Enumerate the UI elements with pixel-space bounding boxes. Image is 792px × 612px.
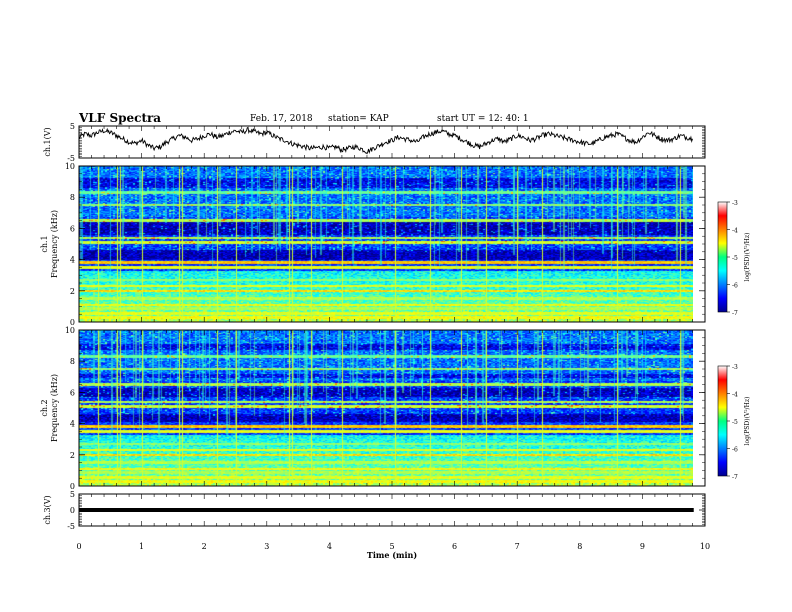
y-tick-label: 5 bbox=[70, 490, 75, 499]
y-tick-label: 2 bbox=[70, 451, 75, 460]
y-tick-label: 8 bbox=[70, 193, 75, 202]
x-tick-label: 9 bbox=[640, 542, 645, 551]
colorbar-tick-label: -4 bbox=[732, 228, 738, 235]
colorbar-gradient bbox=[717, 201, 728, 313]
x-tick-label: 6 bbox=[452, 542, 457, 551]
x-tick-label: 8 bbox=[577, 542, 582, 551]
figure-station: station= KAP bbox=[328, 114, 389, 124]
y-tick-label: 6 bbox=[70, 224, 75, 233]
panel-ch1-spectrogram: 0 2 4 6 8 10 ch.1 Frequency (kHz) bbox=[40, 162, 706, 327]
colorbar-tick-label: -5 bbox=[732, 255, 738, 262]
colorbar-tick-label: -6 bbox=[732, 283, 738, 290]
y-axis-label: ch.1 bbox=[40, 235, 49, 252]
colorbar-tick-label: -3 bbox=[732, 364, 738, 371]
x-tick-label: 4 bbox=[327, 542, 332, 551]
y-axis-label: ch.1(V) bbox=[43, 127, 52, 156]
y-axis-label-2: Frequency (kHz) bbox=[50, 374, 59, 442]
x-axis: 0 1 2 3 4 5 6 7 8 9 10 Time (min) bbox=[76, 542, 710, 560]
figure-title: VLF Spectra bbox=[79, 111, 162, 125]
y-axis-label-2: Frequency (kHz) bbox=[50, 210, 59, 278]
figure-start-time: start UT = 12: 40: 1 bbox=[437, 114, 529, 124]
colorbar-tick-label: -3 bbox=[732, 200, 738, 207]
y-tick-label: 5 bbox=[70, 122, 75, 131]
x-tick-label: 10 bbox=[700, 542, 710, 551]
colorbar-tick-label: -6 bbox=[732, 447, 738, 454]
figure-date: Feb. 17, 2018 bbox=[250, 114, 313, 124]
panel-ch1-waveform: 5 -5 ch.1(V) bbox=[43, 122, 706, 163]
x-tick-label: 5 bbox=[389, 542, 394, 551]
x-tick-label: 1 bbox=[139, 542, 144, 551]
panel-ch2-spectrogram: 0 2 4 6 8 10 ch.2 Frequency (kHz) bbox=[40, 326, 706, 491]
y-tick-label: -5 bbox=[67, 154, 75, 163]
y-tick-label: 8 bbox=[70, 357, 75, 366]
x-tick-label: 7 bbox=[515, 542, 520, 551]
x-tick-label: 2 bbox=[202, 542, 207, 551]
spectrogram-ch1-spectrogram bbox=[79, 166, 693, 322]
y-tick-label: 0 bbox=[70, 506, 75, 515]
y-tick-label: 10 bbox=[65, 162, 75, 171]
x-axis-label: Time (min) bbox=[367, 550, 417, 560]
y-tick-label: 10 bbox=[65, 326, 75, 335]
y-tick-label: 0 bbox=[70, 482, 75, 491]
y-tick-label: 4 bbox=[70, 420, 75, 429]
colorbar-ch1-spectrogram: -3 -4 -5 -6 -7 log(PSD)(V²/Hz) bbox=[717, 200, 751, 317]
x-tick-label: 0 bbox=[76, 542, 81, 551]
x-tick-label: 3 bbox=[264, 542, 269, 551]
ch1-waveform-line bbox=[78, 126, 693, 155]
y-tick-label: 6 bbox=[70, 388, 75, 397]
colorbar-ch2-spectrogram: -3 -4 -5 -6 -7 log(PSD)(V²/Hz) bbox=[717, 364, 751, 481]
y-tick-label: 4 bbox=[70, 256, 75, 265]
colorbar-label: log(PSD)(V²/Hz) bbox=[744, 397, 751, 446]
y-tick-label: 0 bbox=[70, 318, 75, 327]
colorbar-label: log(PSD)(V²/Hz) bbox=[744, 233, 751, 282]
colorbar-tick-label: -4 bbox=[732, 392, 738, 399]
spectrogram-ch2-spectrogram bbox=[79, 330, 693, 486]
colorbar-tick-label: -7 bbox=[732, 310, 738, 317]
colorbar-gradient bbox=[717, 365, 728, 477]
y-tick-label: -5 bbox=[67, 522, 75, 531]
y-tick-label: 2 bbox=[70, 287, 75, 296]
colorbar-tick-label: -5 bbox=[732, 419, 738, 426]
colorbar-tick-label: -7 bbox=[732, 474, 738, 481]
spectrogram-images bbox=[79, 166, 693, 486]
y-axis-label: ch.3(V) bbox=[43, 495, 52, 524]
y-axis-label: ch.2 bbox=[40, 399, 49, 416]
